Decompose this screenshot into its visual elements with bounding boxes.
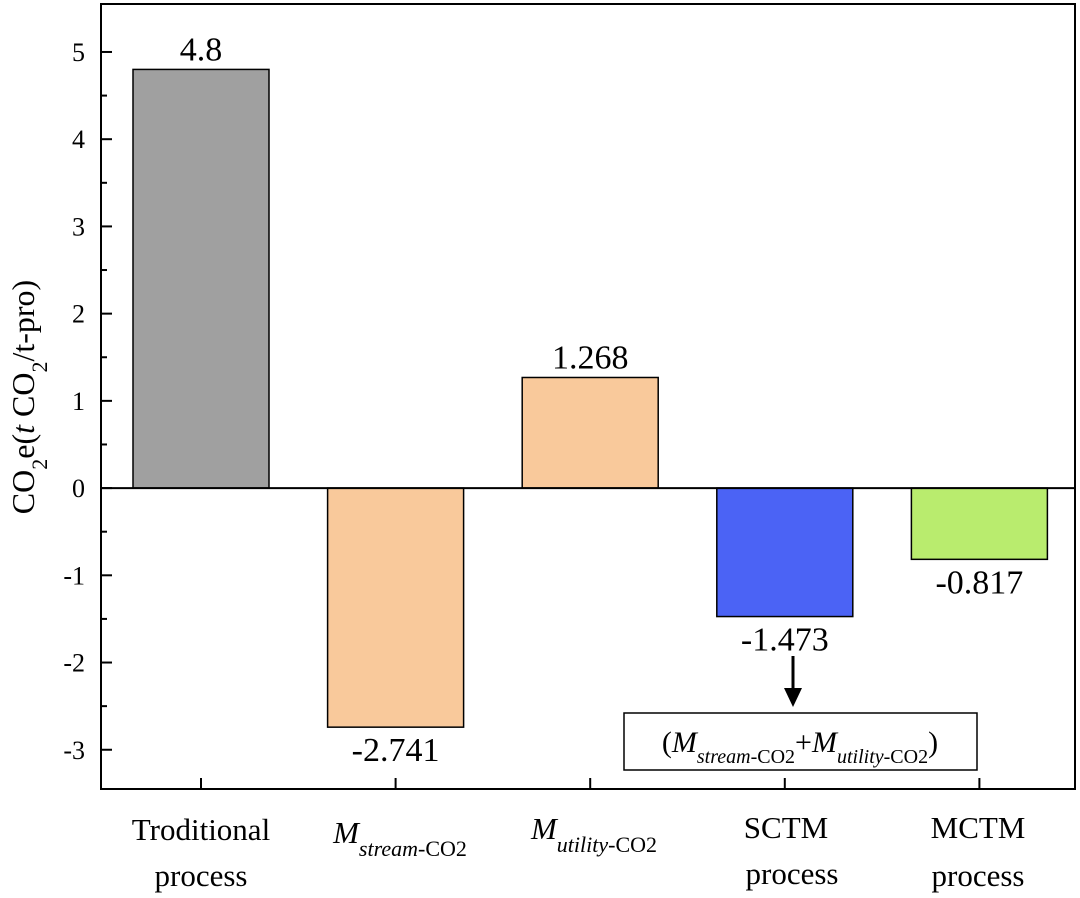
category-label-m-stream: Mstream-CO2 xyxy=(332,815,467,861)
annotation-arrow-head xyxy=(784,688,802,707)
bar-2 xyxy=(521,376,659,489)
y-tick-label: 1 xyxy=(72,387,85,416)
y-tick-label: -1 xyxy=(63,561,85,590)
data-label-2: 1.268 xyxy=(552,339,629,376)
y-tick-label: 3 xyxy=(72,212,85,241)
y-tick-label: -2 xyxy=(63,649,85,678)
y-axis: 5 4 3 2 1 0 -1 -2 -3 xyxy=(63,38,112,765)
y-tick-label: -3 xyxy=(63,736,85,765)
category-labels: Troditional process Mstream-CO2 Mutility… xyxy=(132,810,1026,893)
bar-0 xyxy=(132,68,270,489)
category-label-mctm-line1: MCTM xyxy=(931,810,1026,845)
category-label-sctm-line2: process xyxy=(746,856,839,891)
bar-4 xyxy=(910,487,1049,561)
annotation-box xyxy=(623,712,978,771)
category-label-traditional-line2: process xyxy=(155,858,248,893)
data-label-3: -1.473 xyxy=(741,622,829,659)
data-label-0: 4.8 xyxy=(180,31,223,68)
category-label-traditional-line1: Troditional xyxy=(132,812,270,847)
sctm-annotation: (Mstream-CO2+Mutility-CO2) xyxy=(623,656,978,771)
y-tick-label: 2 xyxy=(72,300,85,329)
y-axis-label: CO2e(t CO2/t-pro) xyxy=(5,280,52,514)
bars-group xyxy=(132,68,1049,728)
data-labels-group: 4.8 -2.741 1.268 -1.473 -0.817 xyxy=(180,31,1024,769)
category-label-mctm-line2: process xyxy=(932,858,1025,893)
y-tick-label: 4 xyxy=(72,125,85,154)
bar-3 xyxy=(716,487,854,618)
y-tick-label: 5 xyxy=(72,38,85,67)
data-label-4: -0.817 xyxy=(935,564,1023,601)
data-label-1: -2.741 xyxy=(352,732,440,769)
y-tick-label: 0 xyxy=(72,474,85,503)
category-label-sctm-line1: SCTM xyxy=(744,810,828,845)
bar-1 xyxy=(326,487,465,728)
x-axis xyxy=(200,778,981,789)
annotation-text: (Mstream-CO2+Mutility-CO2) xyxy=(662,726,938,768)
category-label-m-utility: Mutility-CO2 xyxy=(530,811,657,857)
plot-frame xyxy=(100,3,1076,790)
